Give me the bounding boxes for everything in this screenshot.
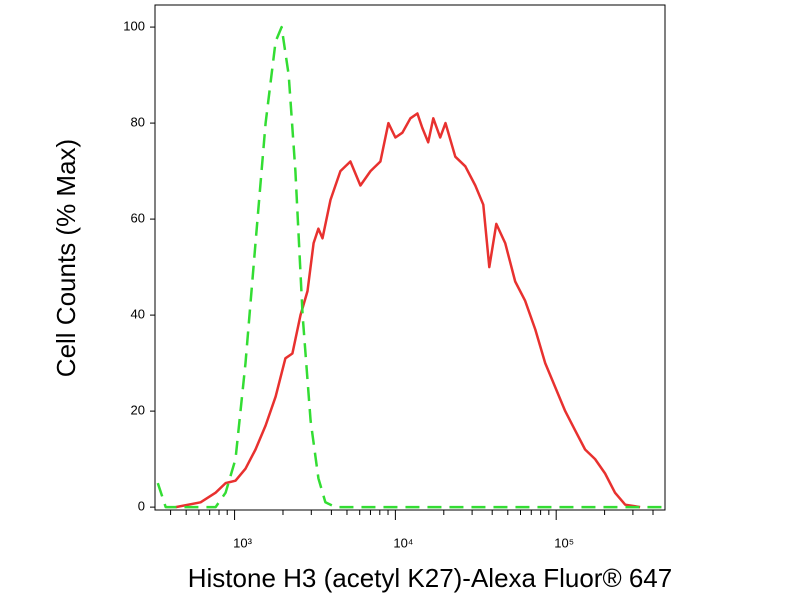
y-tick-label: 0 xyxy=(138,499,145,514)
x-axis-title: Histone H3 (acetyl K27)-Alexa Fluor® 647 xyxy=(188,563,672,593)
plot-frame xyxy=(154,4,666,511)
x-tick-label: 10⁴ xyxy=(393,535,413,550)
y-tick-label: 60 xyxy=(131,211,145,226)
y-tick-label: 20 xyxy=(131,403,145,418)
y-tick-label: 80 xyxy=(131,115,145,130)
x-tick-label: 10³ xyxy=(233,535,252,550)
y-axis-title: Cell Counts (% Max) xyxy=(51,139,81,377)
series-line xyxy=(156,25,665,509)
x-tick-label: 10⁵ xyxy=(554,535,574,550)
y-tick-label: 100 xyxy=(123,19,145,34)
series-line xyxy=(175,112,641,509)
y-tick-label: 40 xyxy=(131,307,145,322)
